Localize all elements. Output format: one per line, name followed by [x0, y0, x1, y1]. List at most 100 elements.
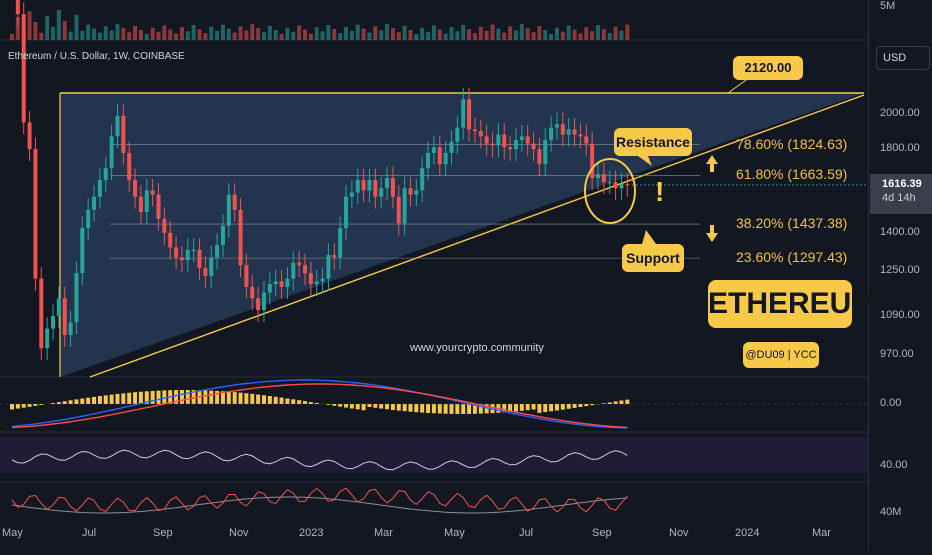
candle — [315, 281, 319, 284]
candle — [39, 279, 43, 349]
volume-bar — [104, 26, 108, 40]
volume-bar — [110, 30, 114, 40]
target-price-callout[interactable]: 2120.00 — [733, 56, 803, 80]
candle — [104, 168, 108, 180]
volume-bar — [244, 30, 248, 40]
volume-bar — [350, 31, 354, 40]
macd-bar — [280, 398, 284, 404]
x-tick-label: Jul — [82, 527, 96, 539]
candle — [262, 293, 266, 311]
macd-bar — [22, 404, 26, 408]
candle — [110, 136, 114, 168]
macd-bar — [385, 404, 389, 409]
volume-bar — [461, 25, 465, 40]
volume-bar — [344, 27, 348, 40]
volume-bar — [297, 25, 301, 40]
candle — [291, 263, 295, 279]
volume-bar — [438, 30, 442, 41]
volume-bar — [496, 29, 500, 40]
candle — [198, 250, 202, 268]
candle — [578, 135, 582, 137]
candle — [268, 284, 272, 292]
candle — [80, 228, 84, 273]
volume-bar — [10, 34, 14, 40]
macd-bar — [227, 392, 231, 404]
candle — [403, 188, 407, 223]
candle — [373, 180, 377, 197]
candle — [332, 255, 336, 258]
volume-bar — [508, 26, 512, 40]
macd-bar — [578, 404, 582, 407]
x-tick-label: 2024 — [735, 527, 759, 539]
candle — [57, 298, 61, 316]
candle — [608, 182, 612, 183]
candle — [28, 122, 32, 149]
candle — [186, 250, 190, 260]
volume-bar — [549, 34, 553, 40]
volume-bar — [326, 25, 330, 40]
current-price-tag: 1616.39 4d 14h — [870, 174, 932, 214]
volume-bar — [315, 27, 319, 40]
macd-bar — [432, 404, 436, 413]
macd-bar — [63, 401, 67, 404]
rsi-axis-label: 40.00 — [880, 459, 908, 471]
volume-bar — [450, 27, 454, 40]
candle — [63, 298, 67, 335]
candle — [367, 180, 371, 190]
macd-bar — [115, 394, 119, 404]
volume-bar — [127, 32, 131, 40]
x-tick-label: Mar — [812, 527, 831, 539]
candle — [537, 149, 541, 164]
candle — [168, 233, 172, 248]
macd-bar — [414, 404, 418, 412]
volume-bar — [543, 30, 547, 40]
candle — [233, 195, 237, 210]
macd-bar — [379, 404, 383, 409]
resistance-callout[interactable]: Resistance — [614, 128, 692, 156]
volume-bar — [186, 31, 190, 40]
currency-button[interactable]: USD — [876, 46, 930, 70]
candle — [33, 149, 37, 279]
macd-bar — [274, 397, 278, 404]
candle — [444, 153, 448, 164]
candle — [145, 190, 149, 212]
candle — [555, 124, 559, 127]
x-tick-label: May — [2, 527, 23, 539]
volume-bar — [473, 33, 477, 40]
candle — [74, 273, 78, 322]
volume-bar — [203, 33, 207, 40]
candle — [203, 268, 207, 276]
volume-bar — [262, 32, 266, 40]
macd-bar — [373, 404, 377, 408]
volume-bar — [426, 32, 430, 40]
volume-bar — [39, 33, 43, 40]
candle — [397, 197, 401, 224]
macd-bar — [244, 393, 248, 404]
macd-bar — [467, 404, 471, 414]
macd-bar — [555, 404, 559, 411]
candle — [139, 197, 143, 212]
candle — [473, 129, 477, 131]
fib-label: 23.60% (1297.43) — [736, 249, 847, 265]
macd-bar — [98, 396, 102, 404]
volume-bar — [139, 30, 143, 40]
x-tick-label: Mar — [374, 527, 393, 539]
macd-bar — [625, 400, 629, 404]
volume-bar — [455, 31, 459, 40]
volume-bar — [502, 33, 506, 40]
macd-bar — [403, 404, 407, 411]
candle — [356, 180, 360, 192]
volume-bar — [608, 33, 612, 40]
volume-bar — [491, 25, 495, 40]
candle — [274, 281, 278, 284]
candle — [192, 250, 196, 251]
candle — [321, 279, 325, 282]
macd-bar — [561, 404, 565, 410]
macd-bar — [127, 393, 131, 404]
support-callout[interactable]: Support — [622, 244, 684, 272]
macd-bar — [397, 404, 401, 411]
candle — [573, 129, 577, 134]
volume-bar — [526, 28, 530, 40]
